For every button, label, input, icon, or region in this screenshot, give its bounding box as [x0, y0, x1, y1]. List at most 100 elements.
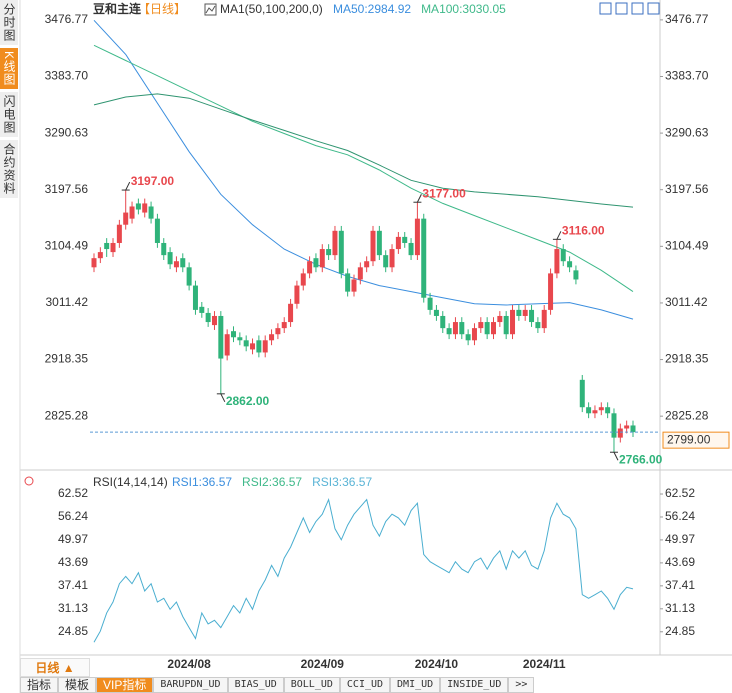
annotation-label: 2766.00 [619, 452, 663, 466]
y-tick-label: 43.69 [58, 555, 88, 569]
icon-right[interactable] [647, 2, 660, 15]
sidebar-tab[interactable]: 合约资料 [0, 140, 18, 199]
candle-body [218, 315, 224, 359]
toolbar-item[interactable]: 模板 [58, 677, 97, 693]
candle-body [104, 242, 110, 250]
candle-body [395, 236, 401, 250]
annotation-label: 3197.00 [131, 174, 175, 188]
candle-body [503, 315, 509, 335]
rsi-title: RSI(14,14,14) [93, 475, 168, 489]
candle-body [338, 230, 344, 274]
toolbar-icons [599, 2, 660, 15]
candle-body [370, 230, 376, 262]
candle-body [332, 230, 338, 256]
candle-body [630, 425, 636, 433]
y-tick-label-right: 56.24 [665, 509, 695, 523]
toolbar-item[interactable]: BOLL_UD [283, 677, 340, 693]
indicator-icon-line [205, 5, 216, 14]
candle-body [142, 203, 148, 213]
sidebar-tab[interactable]: 闪电图 [0, 92, 18, 138]
last-price-label: 2799.00 [667, 432, 711, 446]
candle-body [541, 309, 547, 329]
candle-body [205, 312, 211, 323]
ma-line [93, 19, 634, 320]
y-tick-label-right: 37.41 [665, 578, 695, 592]
rsi-settings-icon[interactable] [24, 476, 34, 486]
y-tick-label-right: 62.52 [665, 486, 695, 500]
toolbar-item[interactable]: CCI_UD [339, 677, 391, 693]
toolbar-item[interactable]: BARUPDN_UD [153, 677, 228, 693]
sidebar-tab[interactable]: K线图 [0, 48, 18, 90]
period-tab[interactable]: 日线 ▲ [20, 658, 90, 677]
ma-line [93, 93, 634, 208]
bottom-toolbar: 指标 模板 VIP指标 BARUPDN_UD BIAS_UD BOLL_UD CCI_UD D… [20, 677, 535, 693]
candle-body [471, 328, 477, 341]
candle-body [440, 315, 446, 329]
y-tick-label-right: 49.97 [665, 532, 695, 546]
y-tick-label-right: 3104.49 [665, 238, 709, 252]
legend-entry: MA50:2984.92 [333, 2, 411, 16]
candle-body [269, 334, 275, 341]
candle-body [611, 413, 617, 438]
y-tick-label-right: 31.13 [665, 601, 695, 615]
x-tick-label: 2024/10 [415, 657, 459, 671]
candle-body [173, 261, 179, 268]
indicator-icon[interactable] [204, 3, 217, 16]
toolbar-item[interactable]: >> [508, 677, 535, 693]
toolbar-item[interactable]: INSIDE_UD [440, 677, 509, 693]
toolbar-item[interactable]: 指标 [20, 677, 59, 693]
sidebar: 分时图 K线图闪电图合约资料 [0, 0, 18, 201]
x-tick-label: 2024/09 [301, 657, 345, 671]
toolbar-item[interactable]: DMI_UD [390, 677, 441, 693]
candle-body [110, 242, 116, 253]
sidebar-tab[interactable]: 分时图 [0, 0, 18, 45]
candle-body [554, 249, 560, 274]
y-tick-label: 2918.35 [45, 352, 89, 366]
y-tick-label: 49.97 [58, 532, 88, 546]
candle-body [307, 261, 313, 274]
candle-body [97, 252, 103, 259]
y-tick-label: 62.52 [58, 486, 88, 500]
candle-body [180, 258, 186, 268]
candle-body [586, 407, 592, 414]
legend-entry: RSI1:36.57 [172, 475, 232, 489]
y-tick-label: 2825.28 [45, 408, 89, 422]
icon-zoom-out[interactable] [615, 2, 628, 15]
candle-body [262, 340, 268, 353]
annotation-leader [613, 452, 619, 461]
icon-zoom-in[interactable] [599, 2, 612, 15]
candle-body [192, 285, 198, 310]
y-tick-label: 3476.77 [45, 12, 89, 26]
toolbar-item[interactable]: VIP指标 [96, 677, 154, 693]
candle-body [510, 309, 516, 335]
y-tick-label: 3011.42 [46, 295, 89, 309]
candle-body [414, 218, 420, 256]
candle-body [624, 425, 630, 429]
candle-body [129, 206, 135, 219]
indicator-label: MA1(50,100,200,0) [220, 2, 323, 16]
candle-body [313, 258, 319, 268]
candle-body [300, 273, 306, 286]
candle-body [288, 303, 294, 323]
toolbar-item[interactable]: BIAS_UD [227, 677, 284, 693]
y-tick-label: 24.85 [58, 624, 88, 638]
candle-body [452, 322, 458, 335]
annotation-leader [416, 193, 422, 203]
y-tick-label-right: 2825.28 [665, 408, 709, 422]
candle-body [294, 285, 300, 304]
candle-body [598, 407, 604, 411]
candle-body [579, 379, 585, 408]
candle-body [446, 328, 452, 335]
icon-left[interactable] [631, 2, 644, 15]
y-tick-label: 31.13 [58, 601, 88, 615]
y-tick-label-right: 3383.70 [665, 69, 709, 83]
y-tick-label-right: 3290.63 [665, 125, 709, 139]
y-tick-label: 3104.49 [45, 238, 89, 252]
candle-body [484, 322, 490, 335]
candle-body [389, 249, 395, 268]
candle-body [256, 340, 262, 353]
candle-body [154, 218, 160, 243]
candle-body [281, 322, 287, 329]
chart-title: 豆和主连 [93, 1, 142, 16]
candle-body [275, 328, 281, 335]
